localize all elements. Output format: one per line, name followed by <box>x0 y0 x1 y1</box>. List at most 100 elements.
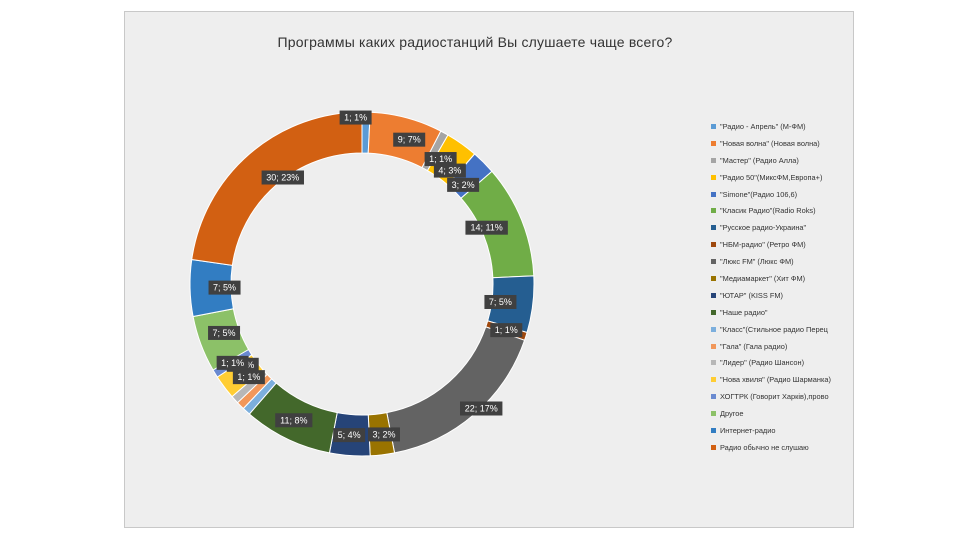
svg-text:3; 2%: 3; 2% <box>372 429 395 439</box>
data-label: 30; 23% <box>261 170 304 185</box>
legend-label: "ЮТАР" (KISS FM) <box>720 290 783 300</box>
legend-label: "Гала" (Гала радио) <box>720 341 788 351</box>
legend-item: "Нова хвиля" (Радио Шарманка) <box>711 371 861 388</box>
legend-item: "Лидер" (Радио Шансон) <box>711 354 861 371</box>
chart-area: Программы каких радиостанций Вы слушаете… <box>124 11 854 528</box>
legend-item: "Класс"(Стильное радио Перец <box>711 321 861 338</box>
legend-item: "Радио - Апрель" (М-ФМ) <box>711 118 861 135</box>
data-label: 1; 1% <box>216 355 249 370</box>
chart-title: Программы каких радиостанций Вы слушаете… <box>277 34 673 50</box>
legend-swatch <box>711 377 716 383</box>
legend-swatch <box>711 394 716 400</box>
svg-text:4; 3%: 4; 3% <box>438 166 461 176</box>
legend-label: "Радио 50"(МиксФМ,Европа+) <box>720 172 823 182</box>
legend-item: Интернет-радио <box>711 422 861 439</box>
legend-swatch <box>711 444 716 450</box>
legend-item: "Наше радио" <box>711 304 861 321</box>
svg-text:11; 8%: 11; 8% <box>280 415 307 425</box>
legend-label: "Мастер" (Радио Алла) <box>720 155 799 165</box>
data-label: 1; 1% <box>490 323 523 338</box>
svg-text:7; 5%: 7; 5% <box>213 283 236 293</box>
donut-slice <box>386 326 526 454</box>
data-label: 3; 2% <box>447 177 480 192</box>
legend-item: "Медиамаркет" (Хит ФМ) <box>711 270 861 287</box>
legend-item: "ЮТАР" (KISS FM) <box>711 287 861 304</box>
legend-item: "Класик Радио"(Radio Roks) <box>711 202 861 219</box>
data-label: 5; 4% <box>333 428 366 443</box>
legend-label: "НБМ-радио" (Ретро ФМ) <box>720 240 806 250</box>
legend-item: "Мастер" (Радио Алла) <box>711 152 861 169</box>
data-label: 11; 8% <box>275 413 313 428</box>
legend-swatch <box>711 326 716 332</box>
legend-label: "Русское радио-Украина" <box>720 223 807 233</box>
donut-slice <box>191 111 363 266</box>
legend-swatch <box>711 191 716 197</box>
legend-label: Интернет-радио <box>720 425 776 435</box>
legend-label: "Медиамаркет" (Хит ФМ) <box>720 273 806 283</box>
legend-label: "Класик Радио"(Radio Roks) <box>720 206 816 216</box>
legend-item: Радио обычно не слушаю <box>711 439 861 456</box>
legend-item: Другое <box>711 405 861 422</box>
legend-label: "Simone"(Радио 106,6) <box>720 189 798 199</box>
data-label: 3; 2% <box>367 427 400 442</box>
svg-text:1; 1%: 1; 1% <box>237 372 260 382</box>
svg-text:5; 4%: 5; 4% <box>338 430 361 440</box>
legend-swatch <box>711 242 716 248</box>
legend-swatch <box>711 174 716 180</box>
legend-swatch <box>711 292 716 298</box>
legend-swatch <box>711 309 716 315</box>
svg-text:1; 1%: 1; 1% <box>221 358 244 368</box>
legend-swatch <box>711 123 716 129</box>
svg-text:7; 5%: 7; 5% <box>213 328 236 338</box>
legend-label: "Люкс FM" (Люкс ФМ) <box>720 257 794 267</box>
data-label: 22; 17% <box>460 401 503 416</box>
legend-swatch <box>711 411 716 417</box>
legend-label: Другое <box>720 409 744 419</box>
legend-swatch <box>711 140 716 146</box>
legend-label: ХОГТРК (Говорит Харків),прово <box>720 392 829 402</box>
legend-swatch <box>711 225 716 231</box>
svg-text:30; 23%: 30; 23% <box>266 173 299 183</box>
legend-item: "Русское радио-Украина" <box>711 219 861 236</box>
svg-text:9; 7%: 9; 7% <box>398 135 421 145</box>
svg-text:1; 1%: 1; 1% <box>429 154 452 164</box>
svg-text:1; 1%: 1; 1% <box>344 113 367 123</box>
data-label: 4; 3% <box>433 163 466 178</box>
legend-item: "Люкс FM" (Люкс ФМ) <box>711 253 861 270</box>
data-label: 1; 1% <box>232 370 265 385</box>
legend-label: "Новая волна" (Новая волна) <box>720 138 820 148</box>
legend-swatch <box>711 259 716 265</box>
svg-text:14; 11%: 14; 11% <box>470 223 502 233</box>
legend-item: "Радио 50"(МиксФМ,Европа+) <box>711 169 861 186</box>
legend-item: "Новая волна" (Новая волна) <box>711 135 861 152</box>
data-label: 7; 5% <box>484 294 517 309</box>
data-label: 9; 7% <box>393 132 426 147</box>
data-label: 7; 5% <box>208 325 241 340</box>
legend-swatch <box>711 427 716 433</box>
legend-item: ХОГТРК (Говорит Харків),прово <box>711 388 861 405</box>
svg-text:7; 5%: 7; 5% <box>489 297 512 307</box>
legend-label: "Нова хвиля" (Радио Шарманка) <box>720 375 831 385</box>
donut-chart: 1; 1% 9; 7% 1; 1% 4; 3% 3; 2% 14; 11% 7; 5% 1; … <box>189 110 535 457</box>
legend-item: "НБМ-радио" (Ретро ФМ) <box>711 236 861 253</box>
legend-item: "Гала" (Гала радио) <box>711 338 861 355</box>
data-label: 1; 1% <box>339 110 372 125</box>
legend-label: "Радио - Апрель" (М-ФМ) <box>720 121 806 131</box>
legend-swatch <box>711 208 716 214</box>
svg-text:1; 1%: 1; 1% <box>495 325 518 335</box>
legend-label: Радио обычно не слушаю <box>720 442 809 452</box>
data-label: 7; 5% <box>208 280 241 295</box>
data-label: 1; 1% <box>424 152 457 167</box>
chart-legend: "Радио - Апрель" (М-ФМ) "Новая волна" (Но… <box>711 118 861 456</box>
legend-swatch <box>711 275 716 281</box>
data-label: 14; 11% <box>465 220 508 235</box>
legend-swatch <box>711 343 716 349</box>
legend-label: "Наше радио" <box>720 307 768 317</box>
legend-label: "Класс"(Стильное радио Перец <box>720 324 828 334</box>
legend-label: "Лидер" (Радио Шансон) <box>720 358 805 368</box>
legend-swatch <box>711 157 716 163</box>
legend-swatch <box>711 360 716 366</box>
legend-item: "Simone"(Радио 106,6) <box>711 186 861 203</box>
svg-text:3; 2%: 3; 2% <box>452 180 475 190</box>
svg-text:22; 17%: 22; 17% <box>465 403 498 413</box>
